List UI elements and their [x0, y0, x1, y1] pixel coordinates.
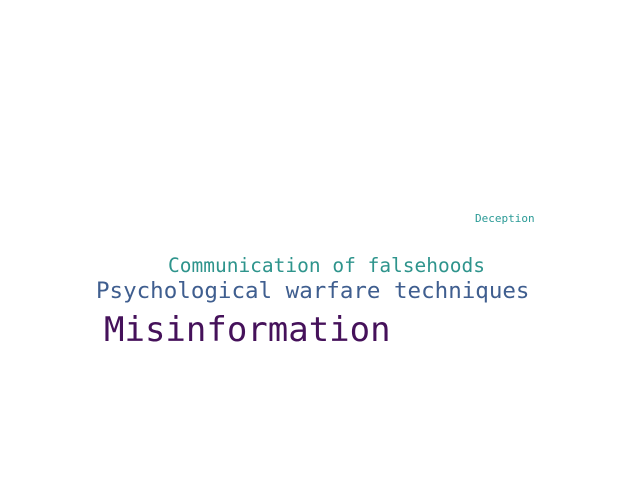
word-psychological-warfare-techniques: Psychological warfare techniques: [96, 278, 530, 304]
word-deception: Deception: [475, 212, 535, 225]
word-communication-of-falsehoods: Communication of falsehoods: [168, 254, 485, 277]
word-misinformation: Misinformation: [104, 310, 391, 350]
